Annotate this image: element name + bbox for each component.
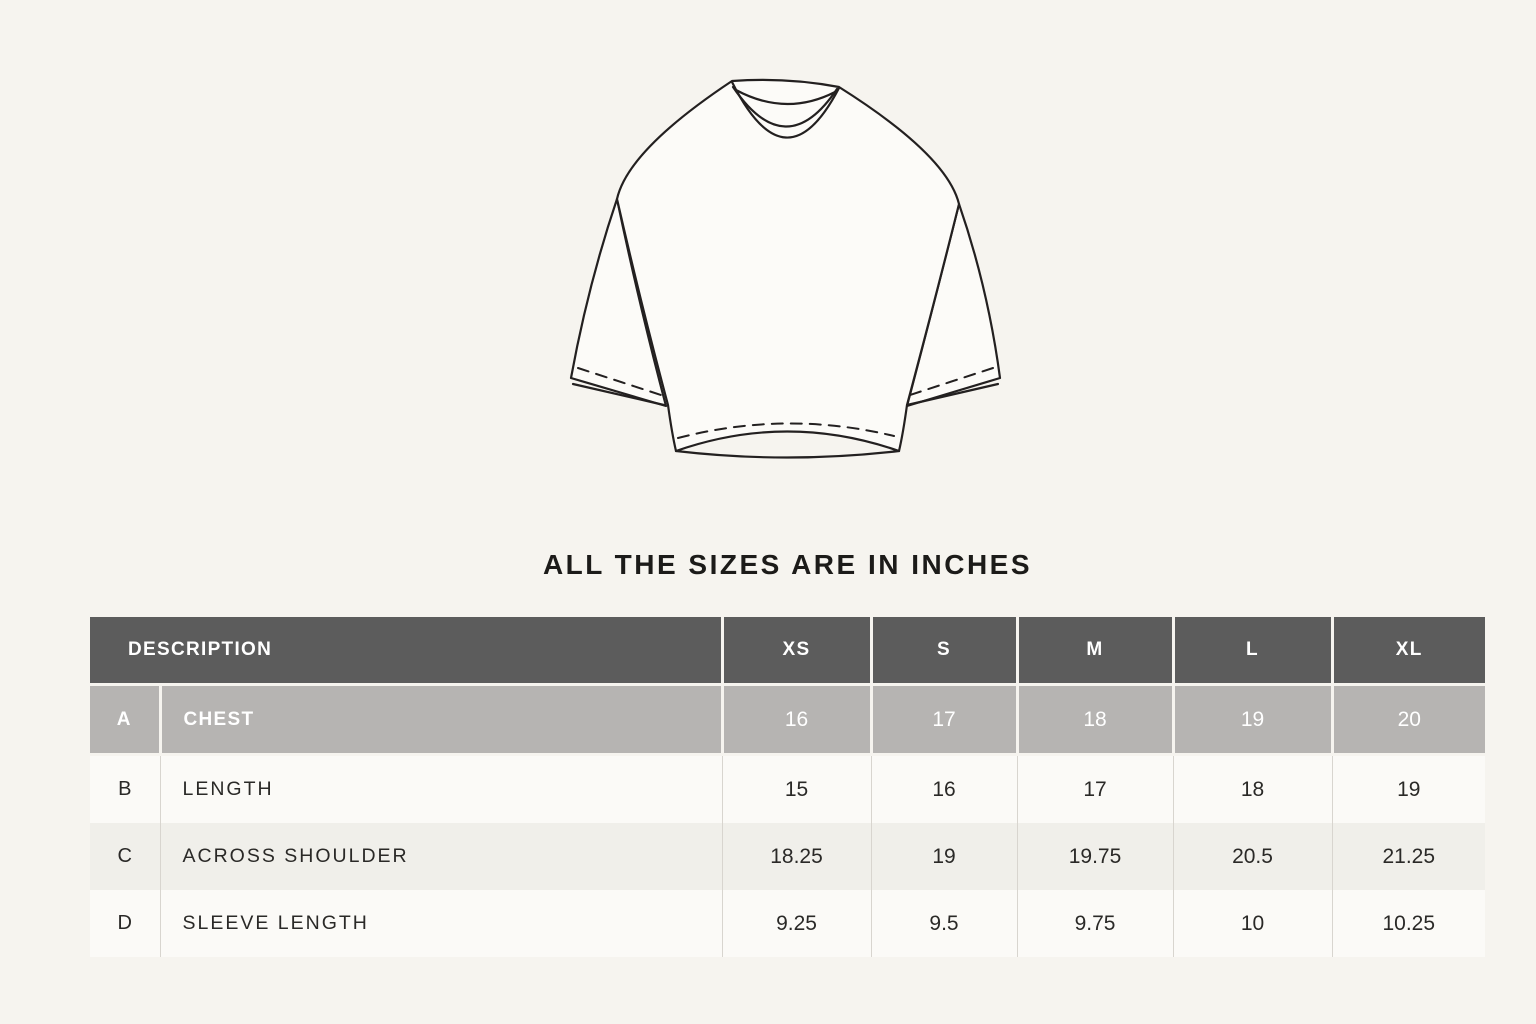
tshirt-flat-sketch-icon [569, 78, 1002, 459]
table-row-sleeve-length: D SLEEVE LENGTH 9.25 9.5 9.75 10 10.25 [90, 890, 1485, 957]
cell-value: 20 [1332, 684, 1485, 756]
collar-outer-edge [730, 80, 841, 139]
right-cuff-fold [905, 382, 1000, 407]
cell-value: 9.5 [871, 890, 1018, 957]
cell-value: 16 [722, 684, 873, 756]
cell-value: 16 [871, 754, 1018, 823]
col-header-xl: XL [1332, 617, 1485, 686]
cell-value: 20.5 [1173, 823, 1333, 890]
col-header-l: L [1173, 617, 1334, 686]
cell-value: 17 [1017, 754, 1174, 823]
row-key: D [90, 890, 161, 957]
size-table: DESCRIPTION XS S M L XL A CHEST 16 17 18… [90, 617, 1485, 957]
cell-value: 9.75 [1017, 890, 1174, 957]
table-row-across-shoulder: C ACROSS SHOULDER 18.25 19 19.75 20.5 21… [90, 823, 1485, 890]
collar-inner-edge [731, 85, 839, 128]
cell-value: 19.75 [1017, 823, 1174, 890]
cell-value: 18 [1173, 754, 1333, 823]
col-header-m: M [1017, 617, 1175, 686]
table-row-length: B LENGTH 15 16 17 18 19 [90, 754, 1485, 823]
cell-value: 19 [1173, 684, 1334, 756]
row-label: SLEEVE LENGTH [160, 890, 723, 957]
cell-value: 15 [722, 754, 872, 823]
table-header-row: DESCRIPTION XS S M L XL [90, 617, 1485, 686]
cell-value: 9.25 [722, 890, 872, 957]
row-label: LENGTH [160, 754, 723, 823]
cell-value: 21.25 [1332, 823, 1485, 890]
cell-value: 19 [871, 823, 1018, 890]
table-row-chest: A CHEST 16 17 18 19 20 [90, 684, 1485, 756]
cell-value: 19 [1332, 754, 1485, 823]
row-key: B [90, 754, 161, 823]
hem-curve [674, 449, 901, 459]
shirt-body [615, 78, 961, 453]
col-header-description: DESCRIPTION [90, 617, 724, 686]
left-cuff-stitch [577, 367, 662, 396]
row-label: ACROSS SHOULDER [160, 823, 723, 890]
cell-value: 18.25 [722, 823, 872, 890]
hem-stitch [677, 422, 895, 439]
col-header-s: S [871, 617, 1019, 686]
cell-value: 17 [871, 684, 1019, 756]
cell-value: 18 [1017, 684, 1175, 756]
row-label: CHEST [160, 684, 724, 756]
col-header-xs: XS [722, 617, 873, 686]
cell-value: 10 [1173, 890, 1333, 957]
cell-value: 10.25 [1332, 890, 1485, 957]
row-key: A [90, 684, 162, 756]
row-key: C [90, 823, 161, 890]
tshirt-diagram [550, 70, 1010, 470]
page-title: ALL THE SIZES ARE IN INCHES [542, 549, 1033, 580]
collar-rib-seam [734, 88, 837, 106]
left-cuff-fold [571, 382, 666, 407]
right-cuff-stitch [909, 367, 994, 396]
